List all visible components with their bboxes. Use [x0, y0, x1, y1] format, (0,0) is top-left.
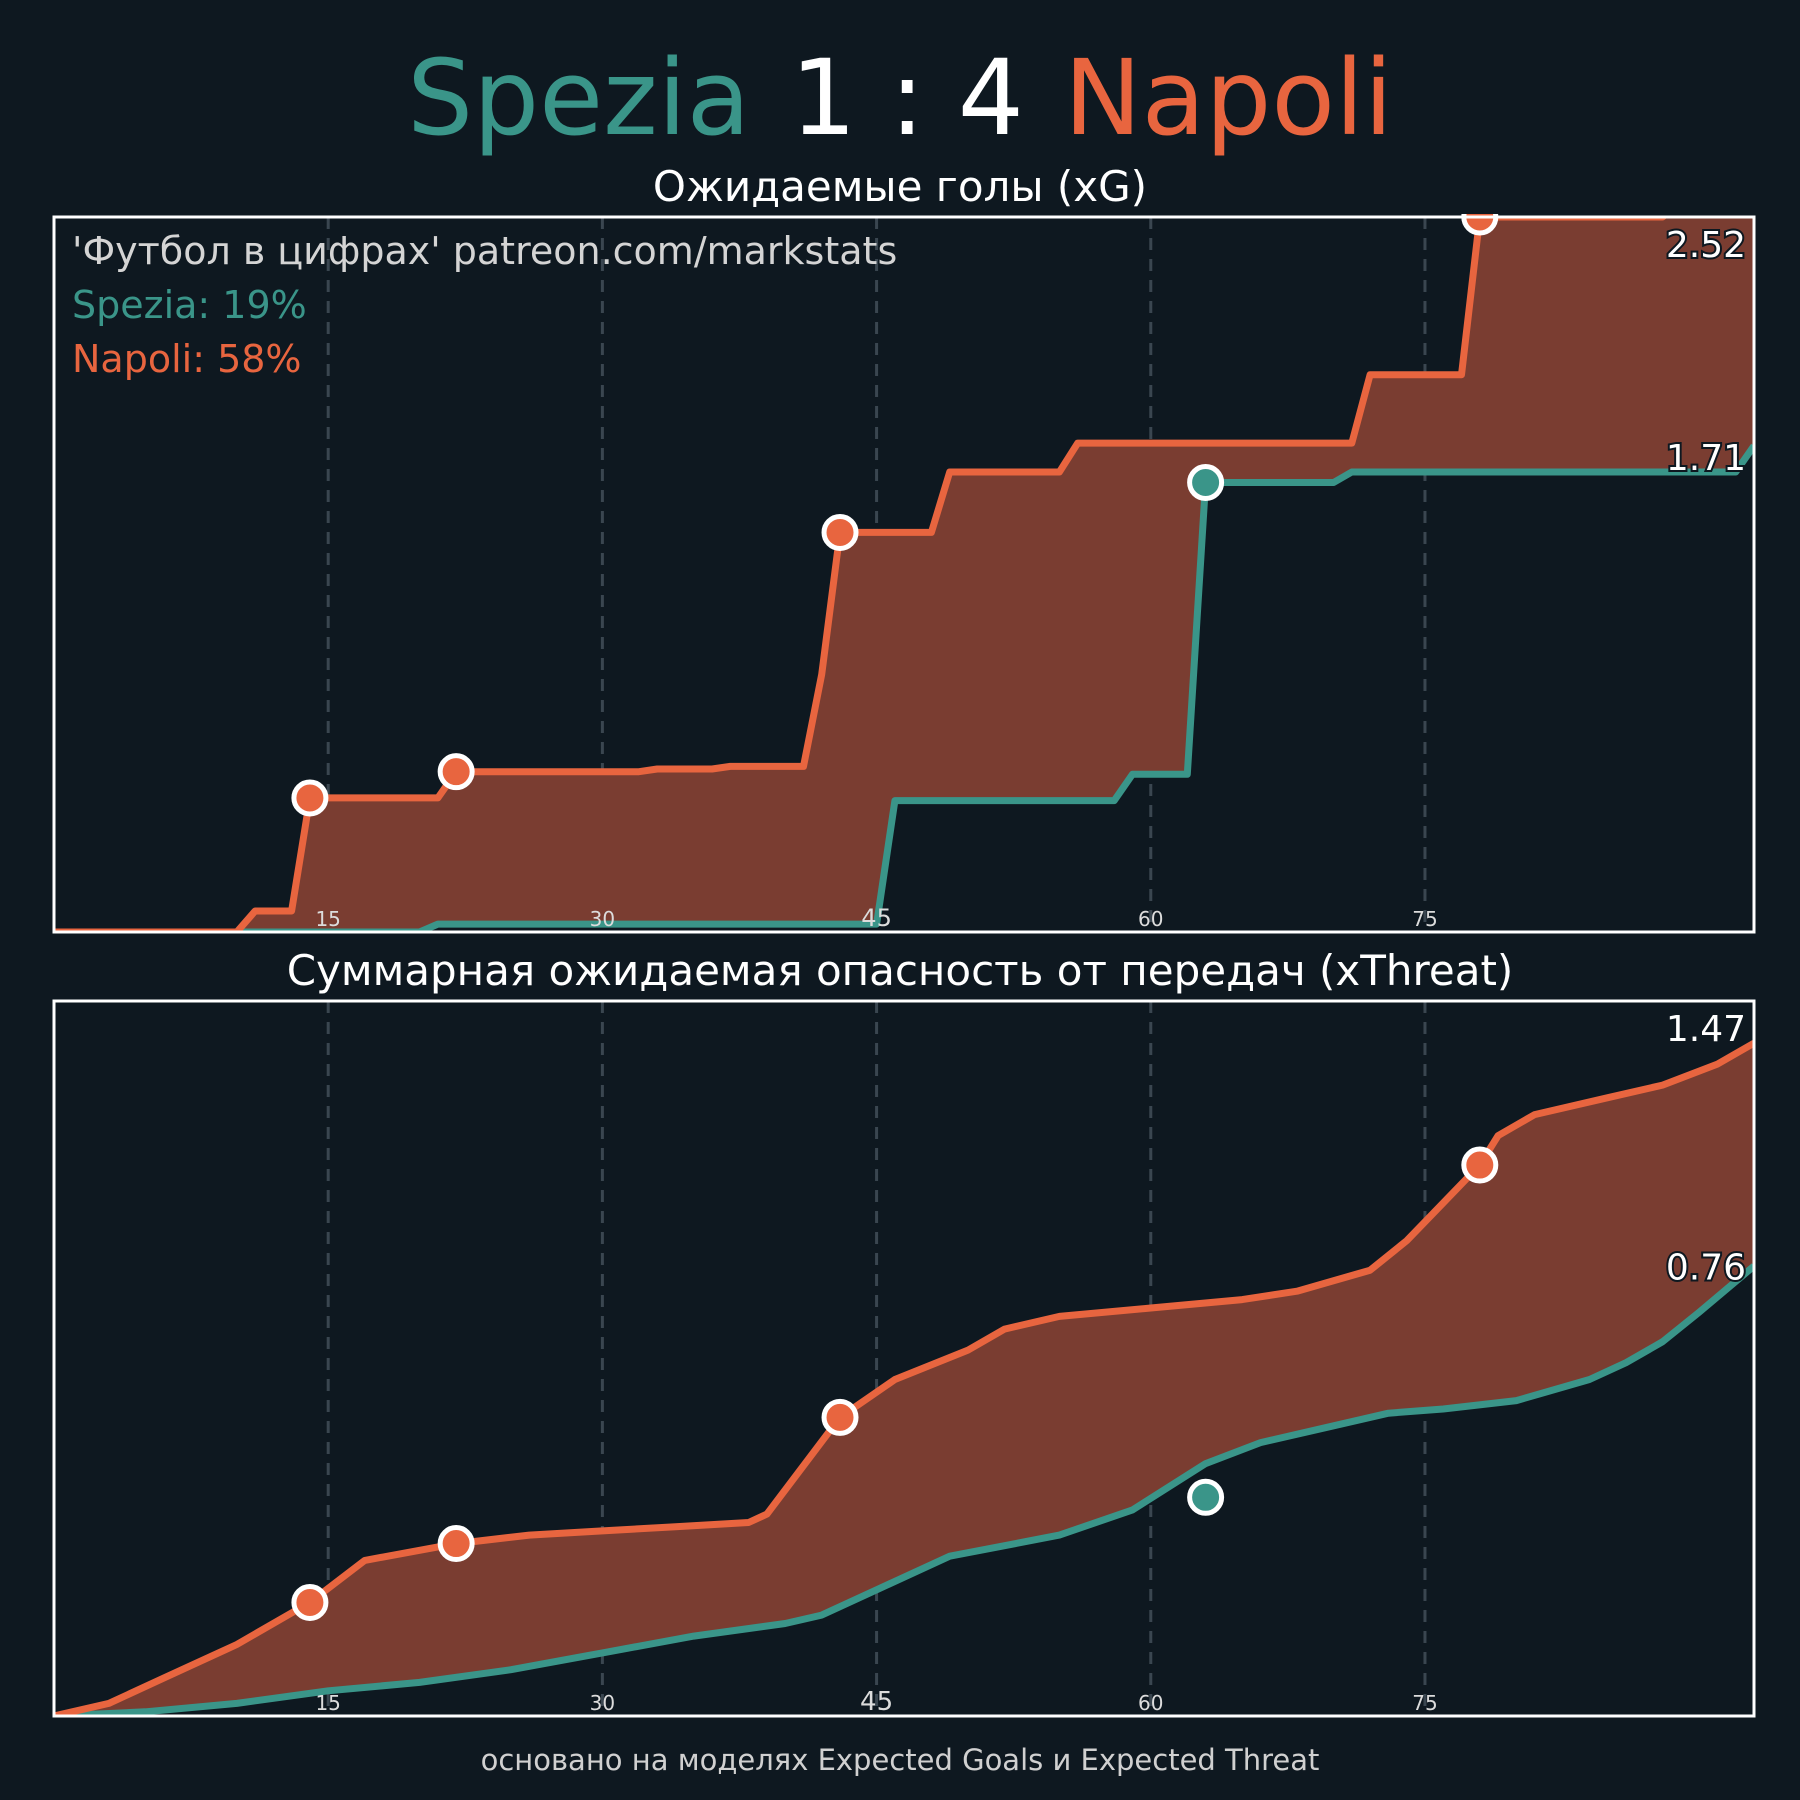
- away-team-name: Napoli: [1063, 37, 1393, 159]
- end-value-label-spezia: 1.71: [1666, 438, 1746, 479]
- credit-text: 'Футбол в цифрах' patreon.com/markstats: [72, 229, 898, 273]
- goal-marker-napoli-4: [1461, 1146, 1499, 1184]
- x-tick-label-45: 45: [861, 904, 892, 932]
- xg-chart: 1.71 2.52 15 30 45 60 75: [52, 214, 1756, 934]
- x-tick-label-30: 30: [590, 1691, 615, 1715]
- plot-area: [54, 1040, 1754, 1716]
- x-tick-label-15: 15: [315, 1691, 340, 1715]
- x-tick-label-60: 60: [1138, 907, 1163, 931]
- goal-marker-napoli-3: [821, 513, 859, 551]
- goal-marker-spezia-1: [1187, 463, 1225, 501]
- plot-frame: [52, 215, 1756, 934]
- match-header: Spezia 1 : 4 Napoli: [0, 38, 1800, 158]
- goal-marker-spezia-1: [1187, 1478, 1225, 1516]
- footnote: основано на моделях Expected Goals и Exp…: [480, 1743, 1320, 1777]
- plot-area: [54, 217, 1754, 932]
- goal-marker-napoli-1: [291, 1583, 329, 1621]
- x-tick-label-75: 75: [1412, 907, 1437, 931]
- plot-frame: [52, 999, 1756, 1718]
- end-value-label-napoli: 2.52: [1666, 225, 1746, 266]
- xg-chart-title: Ожидаемые голы (xG): [652, 162, 1148, 211]
- home-team-name: Spezia: [407, 37, 751, 159]
- xthreat-chart-title: Суммарная ожидаемая опасность от передач…: [286, 946, 1514, 995]
- x-tick-label-60: 60: [1138, 1691, 1163, 1715]
- goal-marker-napoli-3: [821, 1398, 859, 1436]
- goal-marker-napoli-1: [291, 779, 329, 817]
- series-line-spezia: [54, 1263, 1754, 1716]
- home-win-probability: Spezia: 19%: [72, 283, 307, 327]
- advantage-area: [54, 217, 1754, 932]
- x-tick-label-30: 30: [590, 907, 615, 931]
- away-win-probability: Napoli: 58%: [72, 337, 302, 381]
- goal-marker-napoli-2: [437, 1525, 475, 1563]
- goal-marker-napoli-2: [437, 753, 475, 791]
- x-tick-label-15: 15: [315, 907, 340, 931]
- xthreat-chart: 0.76 1.47 15 30 45 60 75: [52, 999, 1756, 1718]
- match-score: 1 : 4: [790, 37, 1024, 159]
- x-tick-label-45: 45: [860, 1687, 893, 1717]
- end-value-label-napoli: 1.47: [1666, 1009, 1746, 1050]
- series-line-spezia: [54, 443, 1754, 932]
- series-line-napoli: [54, 1040, 1754, 1716]
- end-value-label-spezia: 0.76: [1666, 1247, 1746, 1288]
- x-tick-label-75: 75: [1412, 1691, 1437, 1715]
